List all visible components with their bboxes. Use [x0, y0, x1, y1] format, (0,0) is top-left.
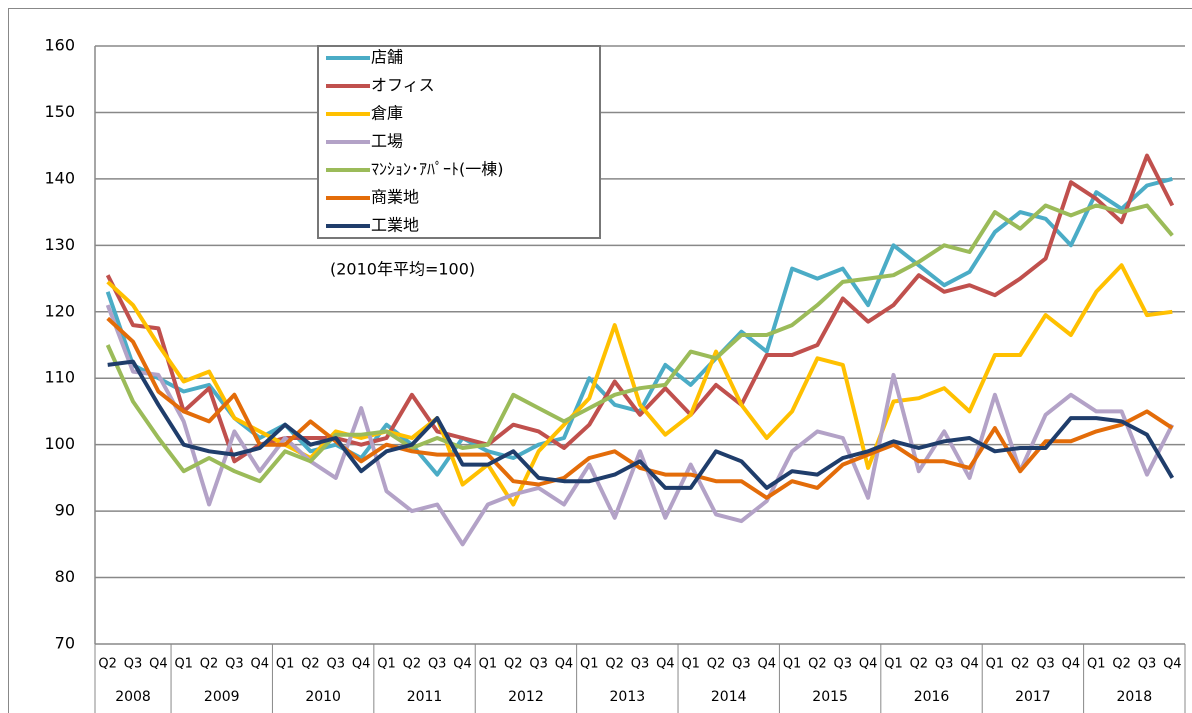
- x-tick-label: Q3: [935, 657, 954, 672]
- x-tick-label: Q1: [377, 657, 396, 672]
- x-tick-label: Q2: [605, 657, 624, 672]
- x-tick-label: Q4: [960, 657, 979, 672]
- x-tick-label: Q1: [986, 657, 1005, 672]
- x-tick-label: Q3: [529, 657, 548, 672]
- series-line: [105, 304, 1175, 547]
- x-tick-label: Q4: [453, 657, 472, 672]
- series-line: [105, 153, 1175, 464]
- year-label: 2016: [914, 689, 950, 705]
- x-tick-label: Q3: [1036, 657, 1055, 672]
- y-tick-label: 100: [44, 434, 75, 453]
- x-tick-label: Q2: [98, 657, 117, 672]
- legend-label: 商業地: [371, 188, 419, 207]
- x-tick-label: Q3: [225, 657, 244, 672]
- x-tick-label: Q2: [301, 657, 320, 672]
- legend-label: 工場: [371, 132, 403, 151]
- year-label: 2009: [204, 689, 240, 705]
- year-label: 2017: [1015, 689, 1051, 705]
- year-label: 2010: [305, 689, 341, 705]
- x-tick-label: Q2: [1112, 657, 1131, 672]
- y-tick-label: 160: [44, 36, 75, 55]
- year-label: 2012: [508, 689, 544, 705]
- x-tick-label: Q4: [656, 657, 675, 672]
- annotation: (2010年平均=100): [330, 260, 475, 279]
- x-tick-label: Q4: [352, 657, 371, 672]
- x-tick-label: Q4: [1062, 657, 1081, 672]
- x-tick-label: Q2: [200, 657, 219, 672]
- legend-label: 店舗: [371, 48, 403, 67]
- legend-label: 倉庫: [371, 104, 403, 123]
- year-label: 2015: [812, 689, 848, 705]
- x-tick-label: Q2: [910, 657, 929, 672]
- x-tick-label: Q3: [834, 657, 853, 672]
- series-line: [105, 203, 1174, 484]
- y-tick-label: 80: [55, 567, 75, 586]
- y-tick-label: 130: [44, 235, 75, 254]
- x-tick-label: Q4: [149, 657, 168, 672]
- x-tick-label: Q1: [276, 657, 295, 672]
- series-line: [106, 316, 1174, 500]
- year-label: 2008: [115, 689, 151, 705]
- x-tick-label: Q2: [808, 657, 827, 672]
- legend-label: オフィス: [371, 76, 435, 95]
- x-tick-label: Q1: [783, 657, 802, 672]
- y-tick-label: 70: [55, 634, 75, 653]
- x-tick-label: Q4: [859, 657, 878, 672]
- y-tick-label: 120: [44, 301, 75, 320]
- y-tick-label: 150: [44, 102, 75, 121]
- year-label: 2018: [1116, 689, 1152, 705]
- y-tick-label: 90: [55, 501, 75, 520]
- x-tick-label: Q1: [1087, 657, 1106, 672]
- x-tick-label: Q3: [631, 657, 650, 672]
- x-tick-label: Q3: [124, 657, 143, 672]
- x-tick-label: Q2: [1011, 657, 1030, 672]
- x-tick-label: Q4: [555, 657, 574, 672]
- legend-label: 工業地: [371, 216, 419, 235]
- x-tick-label: Q1: [884, 657, 903, 672]
- x-tick-label: Q2: [403, 657, 422, 672]
- chart-border: [8, 8, 1192, 713]
- x-tick-label: Q3: [428, 657, 447, 672]
- x-tick-label: Q2: [504, 657, 523, 672]
- series-line: [107, 359, 1175, 490]
- year-label: 2014: [711, 689, 747, 705]
- x-tick-label: Q3: [327, 657, 346, 672]
- x-tick-label: Q3: [732, 657, 751, 672]
- x-tick-label: Q1: [580, 657, 599, 672]
- x-tick-label: Q3: [1138, 657, 1157, 672]
- x-tick-label: Q1: [174, 657, 193, 672]
- x-tick-label: Q4: [757, 657, 776, 672]
- x-tick-label: Q4: [1163, 657, 1182, 672]
- x-tick-label: Q1: [681, 657, 700, 672]
- y-tick-label: 140: [44, 168, 75, 187]
- y-tick-label: 110: [44, 368, 75, 387]
- x-tick-label: Q1: [479, 657, 498, 672]
- year-label: 2013: [610, 689, 646, 705]
- x-tick-label: Q4: [251, 657, 270, 672]
- x-tick-label: Q2: [707, 657, 726, 672]
- year-label: 2011: [407, 689, 443, 705]
- legend-label: ﾏﾝｼｮﾝ･ｱﾊﾟｰﾄ(一棟): [371, 160, 504, 179]
